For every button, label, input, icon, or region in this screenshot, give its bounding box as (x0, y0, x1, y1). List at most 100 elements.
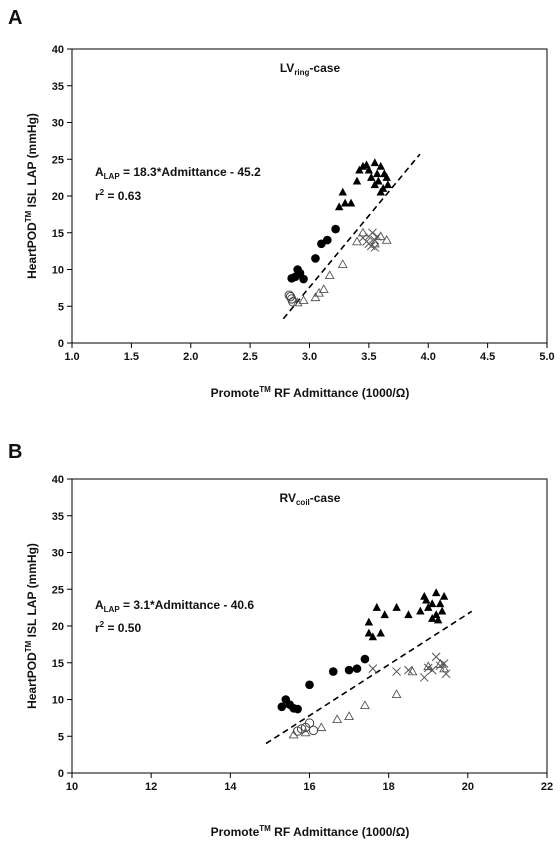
point (352, 176, 362, 185)
point (392, 602, 401, 611)
point (428, 599, 437, 608)
y-tick-label: 5 (58, 301, 64, 313)
plot-frame (71, 48, 548, 344)
point (368, 664, 378, 673)
point (392, 667, 401, 676)
x-tick-label: 2.5 (242, 351, 257, 363)
point (423, 663, 433, 673)
point (332, 714, 343, 723)
x-tick-label: 2.0 (183, 351, 198, 363)
point (433, 615, 443, 624)
point (337, 259, 348, 269)
point (368, 228, 377, 238)
point (404, 610, 413, 619)
y-tick-label: 30 (52, 118, 64, 130)
point (340, 198, 350, 207)
y-tick-label: 15 (52, 658, 64, 670)
y-tick-label: 35 (52, 511, 64, 523)
panel-letter: B (8, 441, 22, 463)
point (359, 700, 370, 710)
point (372, 602, 381, 611)
x-tick-label: 20 (462, 781, 474, 793)
point (439, 591, 449, 600)
point (380, 610, 389, 619)
x-tick-label: 1.0 (64, 351, 79, 363)
point (352, 664, 362, 673)
point (370, 243, 380, 252)
point (364, 617, 374, 626)
point (346, 198, 356, 207)
panel-a: A 1.0 1.5 2.0 2.5 3.0 3.5 4.0 4.5 5.0 0 5 10 15 20 25 30… (8, 7, 555, 400)
point (364, 628, 374, 637)
point (304, 718, 315, 728)
point (419, 673, 429, 682)
point (364, 239, 374, 249)
x-tick-label: 3.0 (302, 351, 317, 363)
point (277, 702, 287, 712)
x-tick-label: 4.0 (421, 351, 436, 363)
point (439, 659, 449, 668)
point (316, 722, 327, 732)
point (334, 202, 344, 211)
y-tick-label: 10 (52, 265, 64, 277)
point (338, 187, 347, 196)
point (368, 632, 378, 641)
point (435, 661, 445, 671)
x-tick-label: 22 (541, 781, 553, 793)
point (324, 270, 335, 280)
point (439, 663, 450, 673)
point (299, 274, 308, 284)
x-tick-label: 12 (145, 781, 157, 793)
point (374, 176, 383, 185)
series-filled-triangle (334, 158, 393, 211)
point (416, 606, 425, 615)
series-filled-circle (287, 224, 340, 284)
point (383, 180, 393, 189)
point (391, 689, 402, 699)
series-cross (368, 652, 451, 682)
point (344, 665, 354, 675)
x-axis-label: PromoteTM RF Admittance (1000/Ω) (211, 385, 410, 400)
y-tick-label: 0 (58, 768, 64, 780)
y-tick-label: 35 (52, 81, 64, 93)
point (372, 169, 382, 178)
case-label: RVcoil-case (280, 491, 341, 507)
point (382, 172, 391, 181)
point (293, 704, 302, 714)
point (305, 680, 314, 690)
x-tick-label: 10 (66, 781, 78, 793)
point (357, 227, 368, 237)
point (360, 654, 370, 664)
x-tick-label: 5.0 (539, 351, 554, 363)
y-tick-label: 10 (52, 695, 64, 707)
r-squared: r2 = 0.50 (95, 620, 141, 635)
regression-line (282, 153, 421, 320)
point (422, 595, 431, 604)
point (431, 652, 441, 662)
y-tick-label: 30 (52, 548, 64, 560)
point (381, 234, 392, 244)
point (378, 183, 388, 192)
point (344, 711, 355, 721)
y-axis-label: HeartPODTM ISL LAP (mmHg) (24, 113, 39, 279)
point (407, 666, 418, 676)
point (370, 235, 380, 245)
x-tick-label: 3.5 (361, 351, 376, 363)
point (331, 224, 340, 234)
x-tick-label: 16 (303, 781, 315, 793)
point (311, 254, 320, 263)
r-squared: r2 = 0.63 (95, 188, 141, 203)
point (288, 729, 299, 739)
point (404, 665, 413, 675)
point (427, 665, 437, 675)
point (323, 235, 332, 245)
point (437, 606, 447, 615)
point (367, 172, 376, 181)
panel-letter: A (8, 7, 22, 29)
point (435, 599, 445, 608)
point (298, 295, 309, 305)
point (310, 292, 321, 302)
x-tick-label: 18 (383, 781, 395, 793)
series-open-circle (292, 718, 319, 736)
